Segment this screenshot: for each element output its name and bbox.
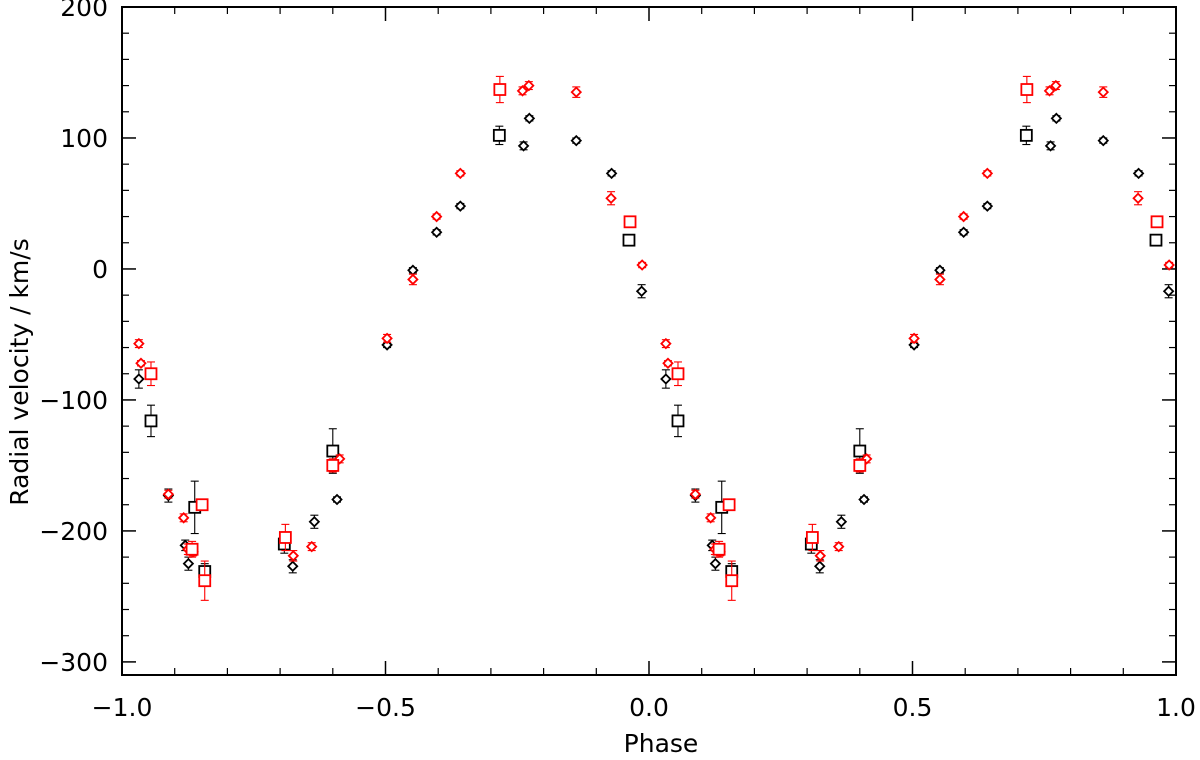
square-point	[853, 459, 867, 472]
diamond-point	[454, 167, 467, 180]
square-point	[1150, 215, 1164, 229]
diamond-point	[1132, 167, 1145, 180]
y-tick-label: −100	[39, 386, 108, 415]
y-axis-title: Radial velocity / km/s	[5, 238, 34, 505]
diamond-point	[1132, 192, 1144, 205]
square-point	[278, 531, 292, 544]
diamond-point	[709, 557, 722, 570]
y-tick-label: 100	[60, 124, 108, 153]
axis-ticks	[121, 6, 1177, 675]
square-point	[144, 367, 158, 381]
y-tick-label: 0	[92, 255, 108, 284]
diamond-point	[605, 192, 617, 205]
y-tick-label: −200	[39, 517, 108, 546]
diamond-point	[286, 560, 299, 573]
diamond-point	[636, 259, 648, 271]
diamond-point	[381, 332, 393, 345]
square-point	[1020, 83, 1034, 96]
x-tick-label: −0.5	[355, 693, 416, 722]
diamond-point	[331, 493, 343, 506]
square-point	[144, 414, 158, 428]
x-tick-label: 0.5	[893, 693, 933, 722]
diamond-point	[1050, 112, 1063, 125]
diamond-point	[1044, 140, 1057, 152]
diamond-point	[162, 488, 175, 501]
square-point	[671, 367, 685, 381]
diamond-point	[981, 167, 994, 180]
diamond-point	[704, 512, 717, 524]
diamond-point	[523, 79, 535, 92]
data-series	[144, 125, 1163, 580]
diamond-point	[858, 493, 870, 506]
diamond-point	[570, 86, 583, 98]
diamond-point	[605, 167, 618, 180]
square-point	[1019, 128, 1033, 142]
square-point	[198, 574, 212, 588]
diamond-point	[957, 226, 970, 239]
y-tick-label: 200	[60, 0, 108, 22]
square-point	[722, 498, 736, 512]
diamond-point	[908, 332, 920, 345]
x-tick-label: 0.0	[629, 693, 669, 722]
diamond-point	[1097, 134, 1110, 147]
diamond-point	[660, 373, 672, 385]
diamond-point	[689, 488, 702, 501]
diamond-point	[182, 557, 195, 570]
data-points	[133, 75, 1175, 601]
diamond-point	[454, 200, 467, 212]
diamond-point	[813, 560, 826, 573]
diamond-point	[305, 540, 318, 553]
data-series	[133, 79, 1175, 562]
diamond-point	[1050, 79, 1062, 92]
x-tick-label: −1.0	[92, 693, 153, 722]
square-point	[185, 542, 199, 556]
data-series	[133, 112, 1175, 574]
diamond-point	[660, 337, 672, 350]
square-point	[853, 444, 867, 458]
y-tick-label: −300	[39, 648, 108, 677]
diamond-point	[981, 200, 994, 212]
square-point	[725, 574, 739, 588]
diamond-point	[308, 515, 321, 528]
square-point	[712, 542, 726, 556]
square-point	[623, 215, 637, 229]
diamond-point	[662, 357, 674, 370]
diamond-point	[1163, 259, 1175, 271]
diamond-point	[430, 210, 443, 223]
square-point	[492, 128, 506, 142]
diamond-point	[635, 285, 648, 298]
diamond-point	[523, 112, 536, 125]
diamond-point	[1097, 86, 1110, 98]
diamond-point	[407, 273, 419, 286]
square-point	[195, 498, 209, 512]
diamond-point	[430, 226, 443, 239]
square-point	[493, 83, 507, 96]
square-point	[326, 459, 340, 472]
data-series	[144, 75, 1164, 601]
square-point	[805, 531, 819, 544]
diamond-point	[517, 140, 530, 152]
square-point	[622, 233, 636, 247]
square-point	[671, 414, 685, 428]
diamond-point	[832, 540, 845, 553]
diamond-point	[835, 515, 848, 528]
diamond-point	[957, 210, 970, 223]
diamond-point	[133, 337, 145, 350]
axis-tick-labels: −1.0 −0.5 0.0 0.5 1.0 −300 −200 −100 0 100 200	[39, 0, 1196, 722]
diamond-point	[177, 512, 190, 524]
diamond-point	[814, 550, 827, 562]
plot-frame	[121, 6, 1177, 676]
diamond-point	[1162, 285, 1175, 298]
diamond-point	[135, 357, 147, 370]
diamond-point	[287, 550, 300, 562]
plot-border	[121, 6, 1177, 676]
square-point	[1149, 233, 1163, 247]
diamond-point	[133, 373, 145, 385]
x-tick-label: 1.0	[1156, 693, 1196, 722]
square-point	[326, 444, 340, 458]
x-axis-title: Phase	[624, 729, 699, 758]
diamond-point	[934, 273, 946, 286]
diamond-point	[570, 134, 583, 147]
